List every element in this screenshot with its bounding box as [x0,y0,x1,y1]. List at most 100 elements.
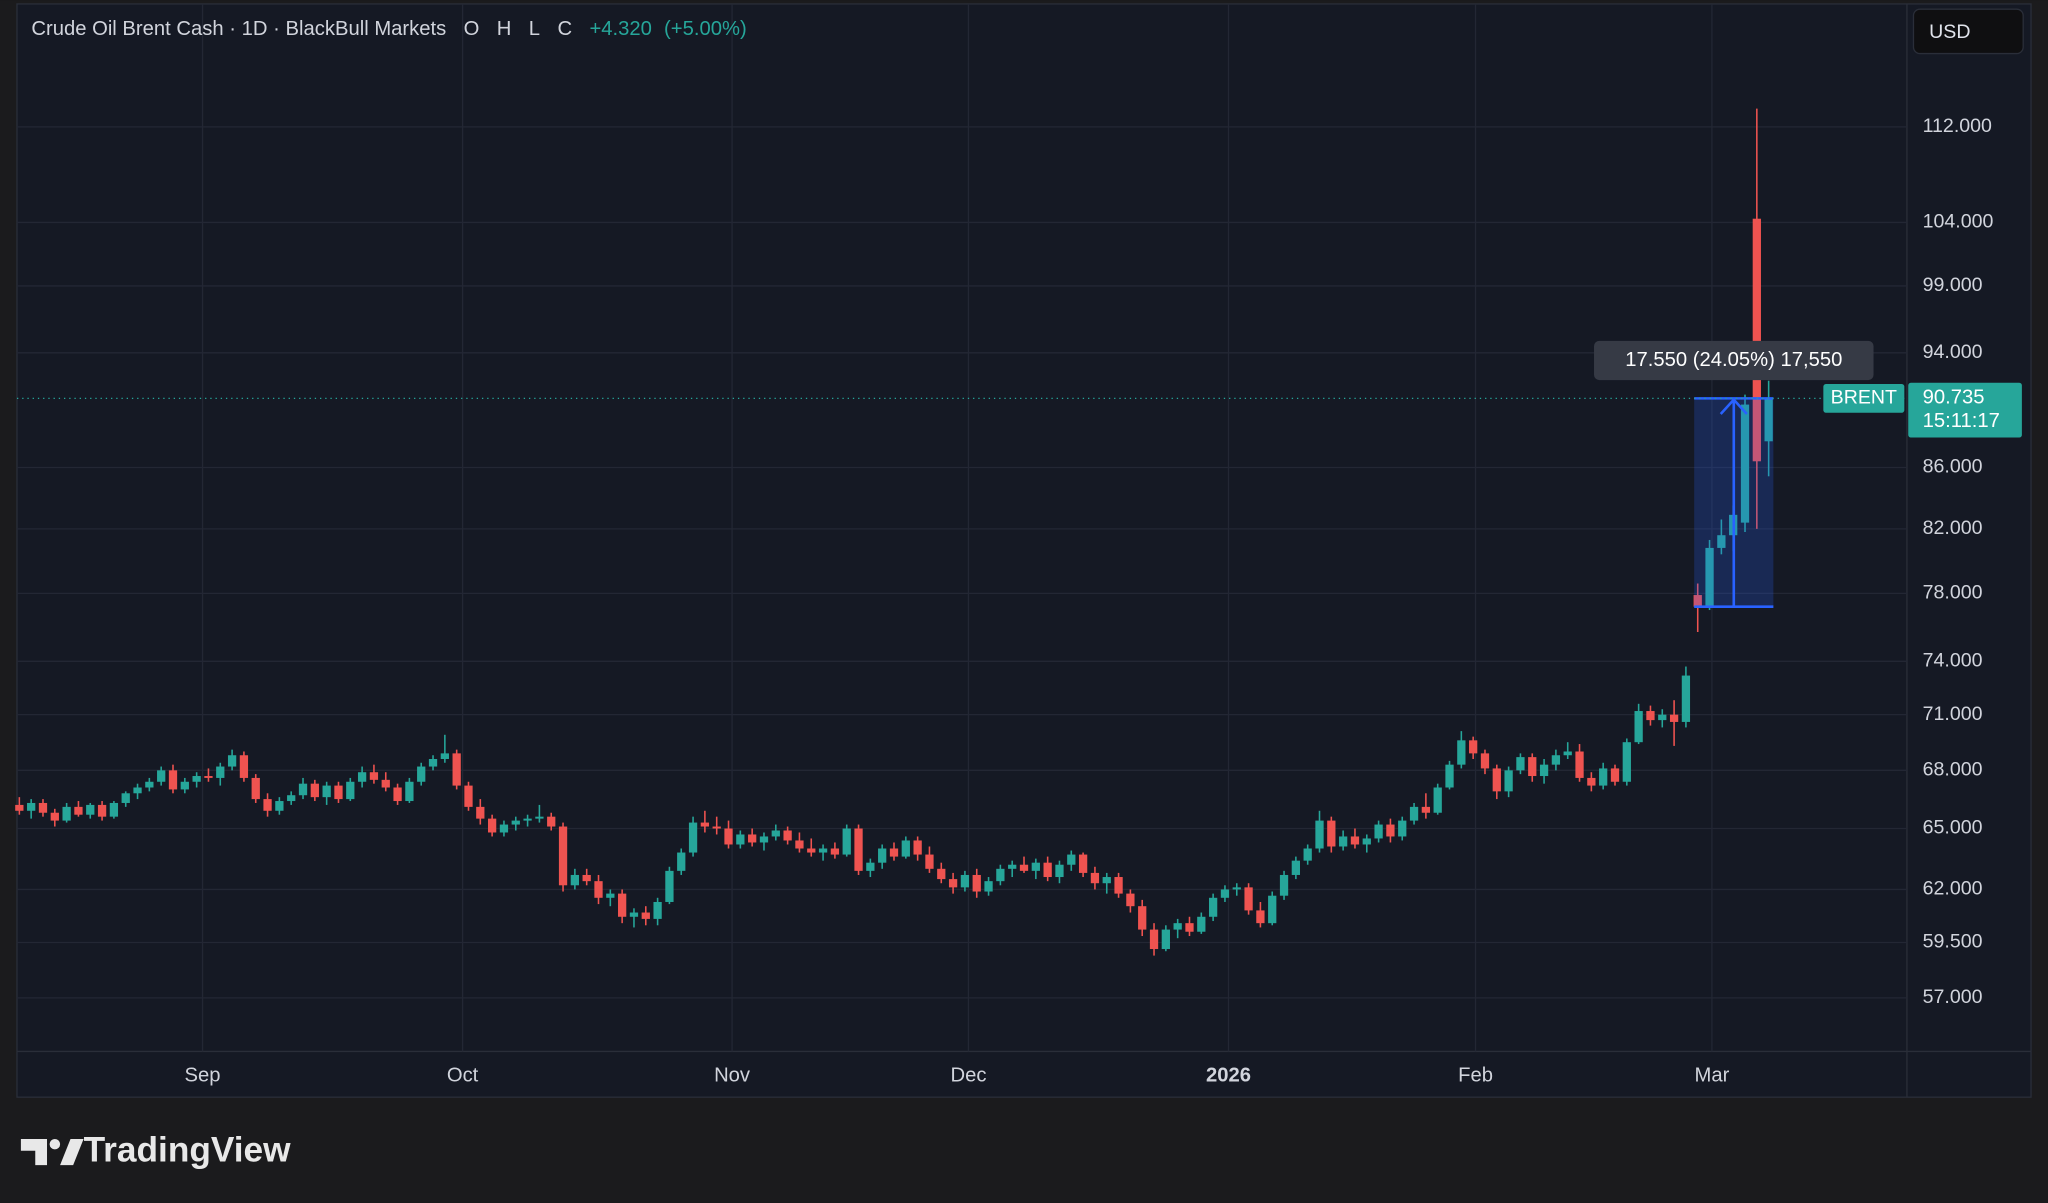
candle-body [1681,675,1691,722]
candle-body [1279,874,1289,896]
candle-body [1457,740,1466,765]
ohlc-letter: H [497,18,512,40]
candle-body [665,870,674,902]
candle-body [1386,824,1395,837]
candle-body [440,753,449,759]
symbol-tag-label: BRENT [1831,387,1897,409]
candle-body [109,802,119,817]
candle-body [346,781,355,800]
candle-body [405,781,414,802]
candle-body [1528,757,1537,777]
candle-body [1114,877,1123,894]
measure-label-box [1594,340,1874,381]
candle-body [700,822,710,827]
candle-body [783,830,792,841]
candle-body [688,822,698,853]
candle-body [1658,714,1667,721]
candle-body [1433,787,1442,813]
candle-body [1669,714,1679,722]
y-tick-label: 71.000 [1923,703,1983,725]
candle-body [1197,916,1206,932]
candle-body [97,804,107,817]
candle-body [1232,887,1241,890]
candle-body [27,802,36,811]
symbol-title: Crude Oil Brent Cash · 1D · BlackBull Ma… [31,18,446,40]
candle-body [1019,864,1029,871]
candle-body [653,901,662,919]
candle-body [74,806,83,815]
logo-mark [20,1138,48,1166]
candle-body [996,868,1005,882]
y-tick-label: 78.000 [1923,582,1983,604]
candle-body [1646,711,1655,721]
candle-body [38,802,48,813]
candle-body [487,818,497,833]
brand-logo: TradingView [20,1130,291,1169]
candle-body [1244,887,1253,911]
candle-body [618,893,627,917]
candle-body [322,785,331,798]
currency-button[interactable] [1912,8,2024,55]
candle-body [1398,820,1407,837]
candle-body [582,874,591,882]
candle-body [1173,923,1182,930]
candle-body [1126,893,1135,907]
candle-body [1291,860,1301,875]
y-tick-label: 57.000 [1923,986,1983,1008]
candle-body [86,804,95,815]
candle-body [1362,838,1371,845]
y-tick-label: 74.000 [1923,649,1983,671]
candles [15,108,1773,956]
candle-body [558,826,568,886]
candle-body [818,848,828,853]
candle-body [1339,836,1348,847]
candle-body [145,781,154,788]
currency-label[interactable]: USD [1929,21,1970,43]
candle-body [180,781,189,790]
candle-body [606,893,615,898]
candle-body [1587,777,1596,786]
x-tick-label: Dec [950,1065,986,1087]
x-tick-label: Oct [447,1065,479,1087]
candle-body [830,848,840,855]
candle-body [594,881,603,898]
y-tick-label: 104.000 [1923,211,1994,233]
candle-body [417,766,426,782]
candle-body [1161,929,1170,950]
x-tick-label: Nov [714,1065,751,1087]
candle-body [1693,595,1702,607]
candle-body [1469,740,1478,754]
logo-mark [49,1138,61,1150]
y-tick-label: 86.000 [1923,456,1983,478]
candle-body [1575,751,1584,778]
ohlc-letter: L [529,18,540,40]
candle-body [227,755,237,767]
candle-body [1008,864,1017,869]
candle-body [1303,848,1312,861]
candle-body [192,776,201,782]
candle-body [1421,806,1431,813]
candle-body [736,834,745,845]
candle-body [724,828,733,845]
candle-body [1090,872,1100,884]
candle-body [960,874,970,888]
x-tick-label: 2026 [1206,1065,1251,1087]
symbol-tag [1823,384,1905,413]
logo-mark [60,1138,84,1166]
candle-body [216,766,225,778]
candle-body [1622,742,1631,782]
candle-body [1256,910,1265,924]
candle-body [1764,398,1773,442]
chart-panel [16,3,2032,1098]
candle-body [570,874,580,886]
change: +4.320 [589,18,651,40]
candle-body [1563,751,1572,756]
candle-body [712,826,721,829]
candle-body [925,854,934,869]
measure-label: 17.550 (24.05%) 17,550 [1625,349,1842,371]
candle-body [1634,711,1643,743]
candle-body [901,840,910,857]
candle-body [807,848,816,853]
candle-body [1516,757,1525,771]
